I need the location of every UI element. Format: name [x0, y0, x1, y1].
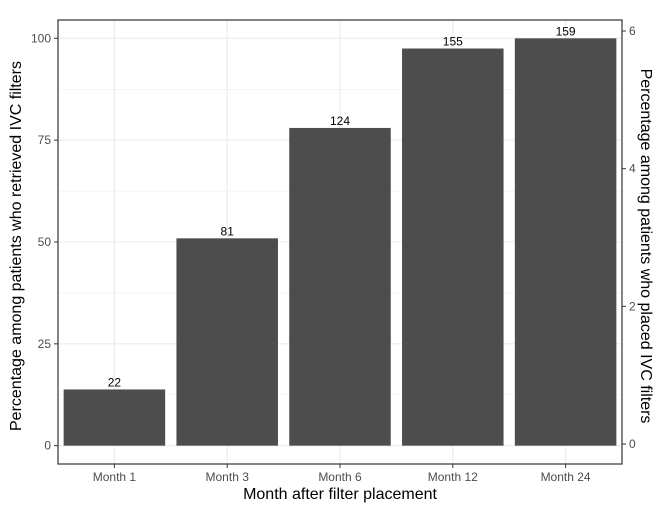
x-tick-label: Month 6: [318, 470, 362, 484]
bar-value-label: 22: [108, 375, 122, 389]
y-right-tick-label: 2: [629, 299, 636, 313]
bars: [63, 38, 617, 446]
y-axis-left: 0 25 50 75 100: [31, 31, 58, 453]
y-tick-label: 0: [44, 439, 51, 453]
y-axis-title-left: Percentage among patients who retrieved …: [8, 61, 25, 431]
bar-value-label: 159: [556, 24, 576, 38]
bar-value-label: 155: [443, 35, 463, 49]
bar-value-label: 81: [221, 224, 235, 238]
y-tick-label: 25: [38, 337, 52, 351]
y-right-tick-label: 6: [629, 24, 636, 38]
x-tick-label: Month 24: [541, 470, 591, 484]
y-axis-title-right: Percentage among patients who placed IVC…: [637, 69, 654, 424]
bar: [402, 48, 504, 446]
x-axis: Month 1 Month 3 Month 6 Month 12 Month 24: [93, 464, 591, 484]
bar: [176, 238, 278, 446]
y-right-tick-label: 4: [629, 162, 636, 176]
x-tick-label: Month 3: [206, 470, 250, 484]
y-tick-label: 100: [31, 31, 51, 45]
bar: [514, 38, 617, 446]
bar: [63, 389, 166, 446]
y-tick-label: 75: [38, 133, 52, 147]
y-axis-right: 0 2 4 6: [622, 24, 636, 451]
bar-labels: 22 81 124 155 159: [108, 24, 576, 389]
x-axis-title: Month after filter placement: [243, 486, 437, 503]
bar: [289, 127, 391, 446]
y-right-tick-label: 0: [629, 437, 636, 451]
bar-value-label: 124: [330, 114, 350, 128]
x-tick-label: Month 12: [428, 470, 478, 484]
x-tick-label: Month 1: [93, 470, 137, 484]
y-tick-label: 50: [38, 235, 52, 249]
